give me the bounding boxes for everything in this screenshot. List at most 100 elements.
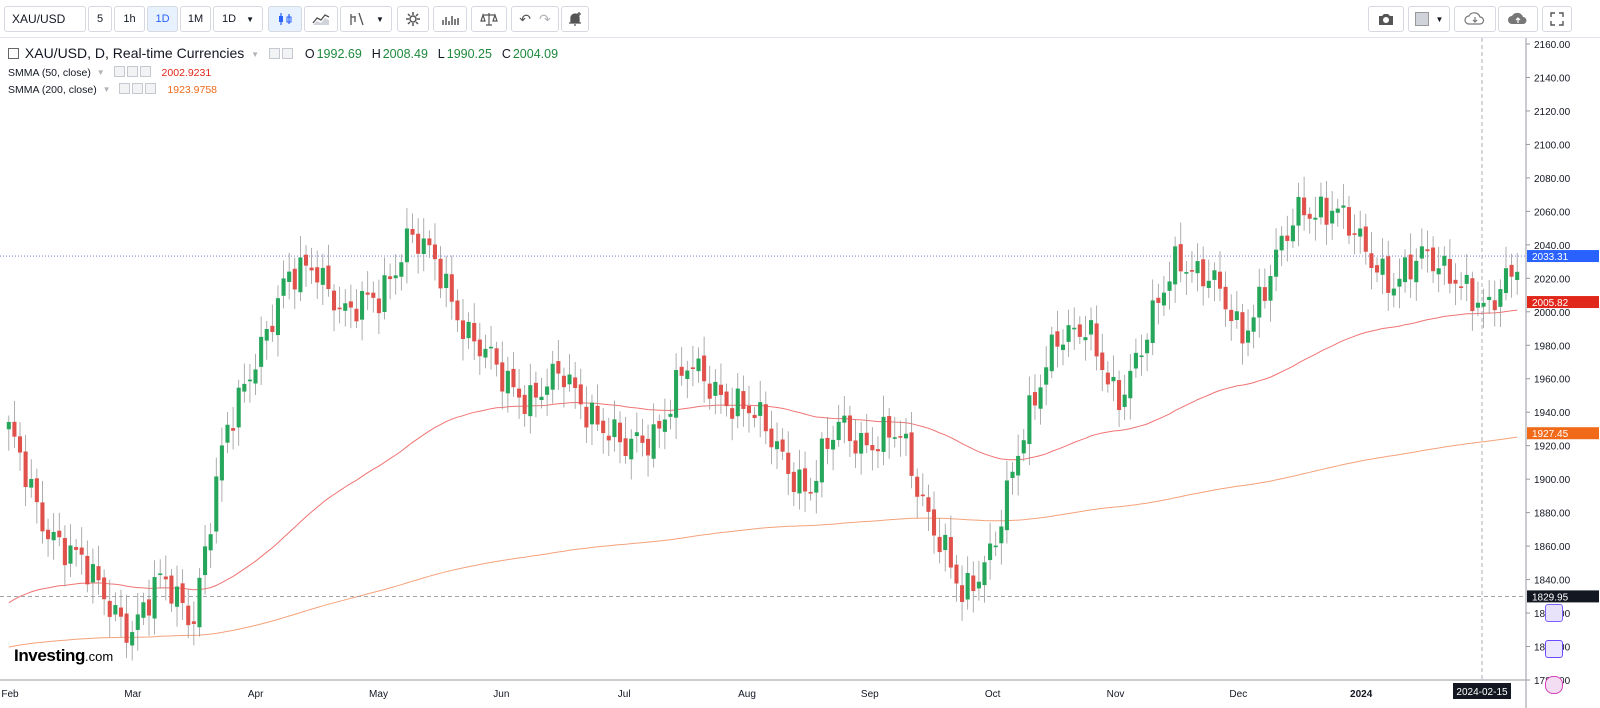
candle <box>797 449 802 510</box>
candle <box>1066 309 1071 357</box>
candle-body <box>522 394 527 414</box>
candle-body <box>651 424 656 459</box>
candle <box>376 279 381 335</box>
candle-body <box>1251 317 1256 332</box>
candle <box>466 312 471 349</box>
alert-button[interactable] <box>561 6 589 32</box>
fullscreen-button[interactable] <box>1542 6 1572 32</box>
candle-body <box>937 536 942 553</box>
candle <box>152 560 157 635</box>
interval-1h-button[interactable]: 1h <box>114 6 145 32</box>
candle-body <box>859 433 864 454</box>
load-chart-button[interactable] <box>1454 6 1496 32</box>
candle <box>702 336 707 403</box>
chevron-down-icon[interactable]: ▼ <box>251 50 260 59</box>
x-tick-label: Dec <box>1229 689 1247 700</box>
candle <box>180 569 185 621</box>
chevron-down-icon[interactable]: ▼ <box>96 68 105 77</box>
candle-body <box>803 468 808 492</box>
candle <box>174 565 180 627</box>
candle <box>242 363 247 403</box>
candle-body <box>264 328 269 341</box>
indicators-button[interactable]: ▼ <box>340 6 392 32</box>
assistant-side-icon[interactable] <box>1545 676 1563 694</box>
candle <box>1055 310 1060 368</box>
candle <box>79 527 84 575</box>
candle-body <box>960 585 965 602</box>
undo-icon[interactable]: ↶ <box>519 10 531 27</box>
candle-body <box>259 336 264 367</box>
candle-body <box>315 267 320 283</box>
candle-body <box>550 363 555 390</box>
candle-body <box>1419 246 1424 259</box>
settings-button[interactable] <box>397 6 429 32</box>
candle <box>1167 261 1172 310</box>
candle <box>371 281 376 313</box>
save-chart-button[interactable] <box>1498 6 1538 32</box>
chevron-down-icon[interactable]: ▼ <box>102 85 111 94</box>
candle <box>23 434 28 507</box>
candle <box>646 424 651 477</box>
candle <box>489 325 494 370</box>
layout-button[interactable]: ▼ <box>1408 6 1450 32</box>
interval-1d-button[interactable]: 1D <box>147 6 178 32</box>
candle <box>51 513 56 560</box>
candles-style-button[interactable] <box>268 6 302 32</box>
remove-icon[interactable] <box>145 83 157 94</box>
screenshot-button[interactable] <box>1368 6 1404 32</box>
symbol-search-input[interactable]: XAU/USD <box>4 6 86 32</box>
candle-body <box>432 244 438 260</box>
candle-body <box>1335 208 1340 213</box>
compare-button[interactable] <box>471 6 507 32</box>
candle <box>1285 215 1290 262</box>
compare-side-icon[interactable] <box>1545 604 1563 622</box>
candle <box>679 347 684 386</box>
candle <box>595 384 600 432</box>
interval-dropdown-button[interactable]: 1D ▼ <box>213 6 263 32</box>
hide-eye-icon[interactable] <box>119 83 131 94</box>
settings-small-icon[interactable] <box>132 83 144 94</box>
candle-body <box>337 307 342 310</box>
volume-button[interactable] <box>433 6 467 32</box>
candle <box>875 436 880 469</box>
book-side-icon[interactable] <box>1545 640 1563 658</box>
candle-body <box>657 420 662 429</box>
collapse-icon[interactable] <box>8 48 19 59</box>
candle-body <box>1133 352 1138 369</box>
settings-small-icon[interactable] <box>281 48 293 59</box>
candle-body <box>589 402 595 425</box>
last-price-marker <box>1527 250 1599 263</box>
candle-body <box>326 265 331 290</box>
candle-body <box>466 321 471 339</box>
redo-icon[interactable]: ↷ <box>539 10 551 27</box>
candle <box>146 579 152 636</box>
candle <box>937 518 942 564</box>
area-style-button[interactable] <box>304 6 338 32</box>
candle-body <box>786 452 791 474</box>
candle <box>231 406 236 450</box>
price-chart[interactable]: 2160.00 2140.00 2120.00 2100.00 2080.00 2060.… <box>0 38 1600 708</box>
interval-1m-button[interactable]: 1M <box>180 6 211 32</box>
hide-eye-icon[interactable] <box>113 66 125 77</box>
candle <box>948 515 953 579</box>
y-tick-label: 2160.00 <box>1534 40 1571 51</box>
candle-body <box>556 361 561 374</box>
candle-body <box>1088 320 1094 335</box>
settings-small-icon[interactable] <box>126 66 138 77</box>
candle <box>1257 268 1262 338</box>
remove-icon[interactable] <box>139 66 151 77</box>
candle-body <box>399 262 404 277</box>
candle-body <box>797 469 802 494</box>
candle-body <box>1358 228 1363 237</box>
hide-eye-icon[interactable] <box>268 48 280 59</box>
candle <box>460 298 466 361</box>
candle-body <box>1234 311 1239 320</box>
candle <box>539 377 544 409</box>
candle-body <box>51 531 56 541</box>
candle-body <box>214 476 219 532</box>
interval-5-button[interactable]: 5 <box>88 6 112 32</box>
candle-body <box>416 233 421 254</box>
candle <box>1161 275 1166 316</box>
candle <box>567 354 572 392</box>
candle <box>102 569 107 616</box>
